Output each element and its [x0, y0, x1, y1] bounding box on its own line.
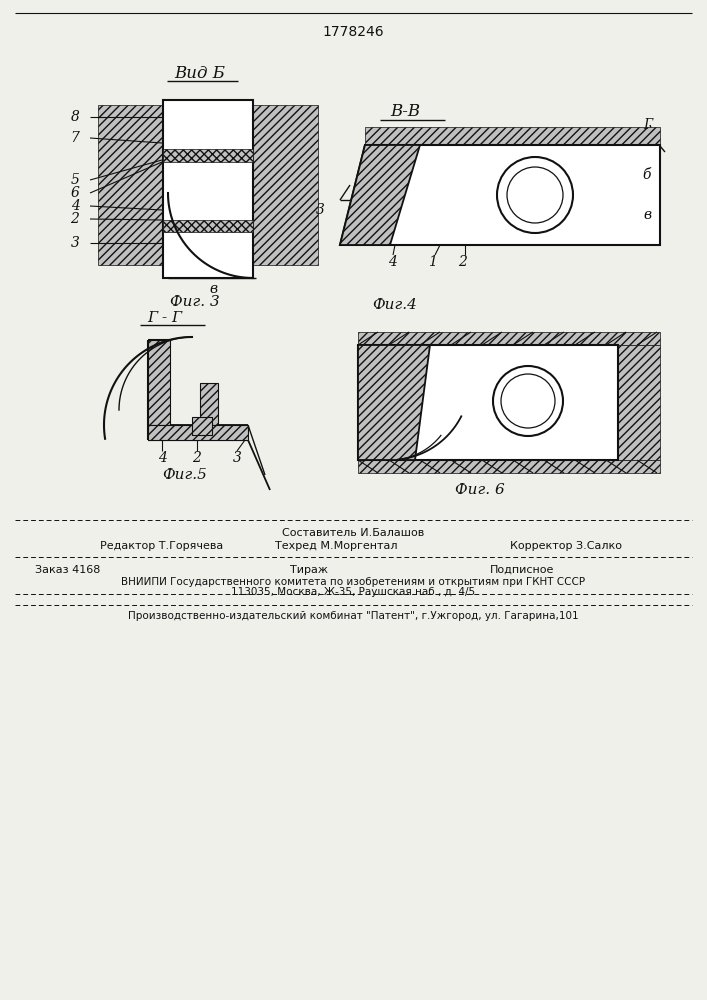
Text: 6: 6 [71, 186, 79, 200]
Text: 3: 3 [71, 236, 79, 250]
Text: б: б [643, 168, 651, 182]
Polygon shape [358, 345, 618, 460]
Text: 4: 4 [71, 199, 79, 213]
Text: Г - Г: Г - Г [148, 311, 182, 325]
Text: 7: 7 [71, 131, 79, 145]
Polygon shape [340, 145, 420, 245]
Text: Фиг.5: Фиг.5 [163, 468, 207, 482]
Bar [618, 345, 660, 460]
Text: 2: 2 [192, 451, 201, 465]
Text: Фиг. 3: Фиг. 3 [170, 295, 220, 309]
Text: 1: 1 [428, 255, 436, 269]
Text: Подписное: Подписное [490, 565, 554, 575]
Bar [192, 417, 212, 435]
Text: Г: Г [643, 118, 653, 132]
Bar [365, 127, 660, 145]
Text: 4: 4 [387, 255, 397, 269]
Bar [358, 460, 660, 473]
Text: 2: 2 [71, 212, 79, 226]
Text: Фиг.4: Фиг.4 [373, 298, 417, 312]
Text: 3: 3 [233, 451, 241, 465]
Bar [163, 220, 253, 232]
Text: 113035, Москва, Ж-35, Раушская наб., д. 4/5: 113035, Москва, Ж-35, Раушская наб., д. … [231, 587, 475, 597]
Bar [200, 383, 218, 425]
Bar [163, 149, 253, 162]
Text: 5: 5 [71, 173, 79, 187]
Text: В-В: В-В [390, 104, 420, 120]
Polygon shape [340, 145, 660, 245]
Text: Фиг. 6: Фиг. 6 [455, 483, 505, 497]
Text: Тираж: Тираж [290, 565, 328, 575]
Polygon shape [358, 345, 430, 460]
Circle shape [497, 157, 573, 233]
Text: Г: Г [356, 191, 365, 205]
Text: 8: 8 [71, 110, 79, 124]
Text: Техред М.Моргентал: Техред М.Моргентал [275, 541, 397, 551]
Text: Вид Б: Вид Б [175, 64, 226, 82]
Text: Заказ 4168: Заказ 4168 [35, 565, 100, 575]
Bar [358, 332, 660, 345]
Text: Составитель И.Балашов: Составитель И.Балашов [282, 528, 424, 538]
Text: в: в [643, 208, 651, 222]
Text: в: в [209, 282, 217, 296]
Text: 4: 4 [158, 451, 166, 465]
Circle shape [493, 366, 563, 436]
Bar [253, 105, 318, 265]
Text: Редактор Т.Горячева: Редактор Т.Горячева [100, 541, 223, 551]
Bar [98, 105, 163, 265]
Text: 2: 2 [457, 255, 467, 269]
Bar [148, 425, 248, 440]
Bar [148, 340, 170, 425]
Text: ВНИИПИ Государственного комитета по изобретениям и открытиям при ГКНТ СССР: ВНИИПИ Государственного комитета по изоб… [121, 577, 585, 587]
Text: 1778246: 1778246 [322, 25, 384, 39]
Bar [163, 100, 253, 278]
Text: Производственно-издательский комбинат "Патент", г.Ужгород, ул. Гагарина,101: Производственно-издательский комбинат "П… [128, 611, 578, 621]
Text: 3: 3 [315, 203, 325, 217]
Text: Корректор З.Салко: Корректор З.Салко [510, 541, 622, 551]
